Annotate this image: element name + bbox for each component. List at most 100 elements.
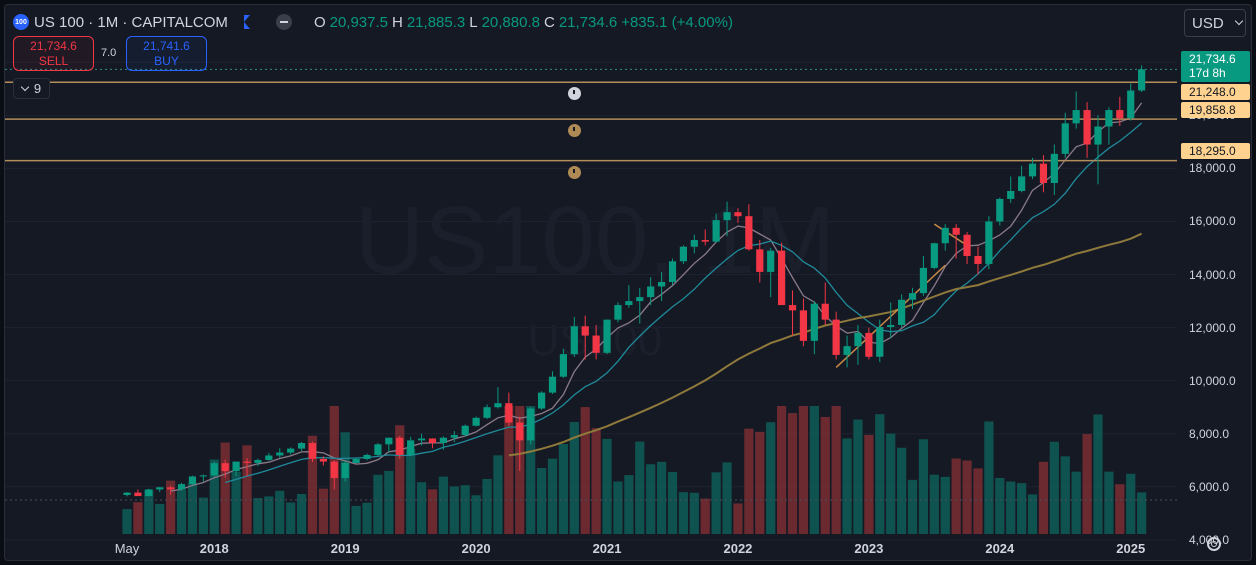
volume-bar bbox=[951, 458, 961, 534]
candle-body bbox=[636, 297, 644, 302]
gear-icon[interactable] bbox=[1207, 537, 1221, 551]
candle-body bbox=[745, 216, 753, 250]
candle-body bbox=[265, 455, 273, 460]
level-tag[interactable]: 19,858.8 bbox=[1181, 102, 1250, 118]
candle-body bbox=[756, 249, 764, 272]
volume-bar bbox=[340, 432, 350, 534]
volume-bar bbox=[253, 498, 263, 534]
candle-body bbox=[287, 448, 295, 453]
candle-body bbox=[363, 454, 371, 459]
candle-body bbox=[876, 327, 884, 357]
volume-bar bbox=[831, 406, 841, 534]
ma-long-line bbox=[508, 232, 1143, 457]
volume-bar bbox=[133, 502, 143, 534]
candle-body bbox=[581, 326, 589, 336]
symbol-badge-icon: 100 bbox=[13, 14, 29, 30]
low-key: L bbox=[469, 13, 478, 31]
volume-bar bbox=[384, 470, 394, 534]
candle-body bbox=[1094, 126, 1102, 145]
candle-body bbox=[614, 305, 622, 320]
volume-bar bbox=[962, 460, 972, 534]
time-tick-label: 2024 bbox=[985, 541, 1015, 556]
ohlc-values: O 20,937.5 H 21,885.3 L 20,880.8 C 21,734.6 … bbox=[314, 14, 733, 31]
price-tick-label: 6,000.0 bbox=[1189, 479, 1230, 494]
candle-body bbox=[407, 440, 415, 455]
chart-canvas[interactable]: US100, 1MUS100 bbox=[5, 5, 1252, 561]
alarm-clock-icon[interactable] bbox=[568, 166, 581, 179]
candle-body bbox=[145, 489, 153, 497]
volume-bar bbox=[929, 474, 939, 534]
last-price-tag: 21,734.6 17d 8h bbox=[1181, 51, 1250, 82]
volume-bar bbox=[416, 482, 427, 534]
volume-bar bbox=[635, 441, 645, 534]
volume-bar bbox=[624, 475, 634, 534]
volume-bar bbox=[307, 435, 318, 534]
symbol-title[interactable]: US 100 · 1M · CAPITALCOM bbox=[34, 13, 228, 31]
indicators-toggle[interactable]: 9 bbox=[13, 78, 50, 99]
candle-body bbox=[821, 303, 829, 320]
candle-body bbox=[232, 461, 240, 472]
volume-bar bbox=[678, 492, 689, 534]
candle-body bbox=[723, 212, 731, 221]
collapse-icon[interactable] bbox=[275, 14, 292, 30]
volume-bar bbox=[351, 505, 361, 534]
level-tag[interactable]: 18,295.0 bbox=[1181, 143, 1250, 159]
buy-button[interactable]: 21,741.6 BUY bbox=[126, 36, 207, 71]
candle-body bbox=[461, 425, 469, 436]
volume-bar bbox=[809, 406, 819, 534]
candle-body bbox=[428, 438, 437, 444]
candle-body bbox=[734, 212, 742, 217]
candle-body bbox=[243, 461, 251, 463]
currency-select[interactable]: USD bbox=[1184, 9, 1246, 37]
candle-body bbox=[1083, 110, 1091, 145]
volume-bar bbox=[482, 479, 492, 534]
level-tag[interactable]: 21,248.0 bbox=[1181, 84, 1250, 100]
volume-bar bbox=[886, 433, 896, 534]
candle-body bbox=[134, 492, 142, 497]
candle-body bbox=[308, 443, 317, 459]
volume-bar bbox=[646, 464, 656, 534]
ma-short-line bbox=[170, 102, 1143, 492]
alarm-clock-icon[interactable] bbox=[568, 87, 581, 100]
candle-body bbox=[396, 437, 404, 455]
time-tick-label: May bbox=[114, 541, 140, 556]
price-tick-label: 16,000.0 bbox=[1189, 214, 1236, 229]
candle-body bbox=[417, 438, 426, 441]
volume-bar bbox=[406, 449, 416, 534]
volume-bar bbox=[918, 439, 929, 534]
time-tick-label: 2020 bbox=[461, 541, 491, 556]
volume-bar bbox=[264, 496, 274, 534]
watermark-text: US100, 1M bbox=[355, 187, 835, 294]
volume-bar bbox=[471, 495, 481, 534]
volume-bar bbox=[1115, 484, 1125, 534]
volume-bar bbox=[493, 455, 503, 534]
candle-body bbox=[123, 492, 131, 496]
volume-bar bbox=[766, 422, 776, 534]
chart-frame: US100, 1MUS100 100 US 100 · 1M · CAPITAL… bbox=[4, 4, 1252, 561]
time-tick-label: 2023 bbox=[854, 541, 884, 556]
flag-icon[interactable] bbox=[243, 15, 250, 29]
volume-bar bbox=[1137, 492, 1147, 534]
volume-bar bbox=[787, 413, 798, 534]
candle-body bbox=[679, 246, 688, 262]
volume-bar bbox=[1082, 434, 1092, 534]
volume-bar bbox=[1126, 473, 1136, 534]
volume-bar bbox=[242, 445, 252, 534]
volume-bar bbox=[198, 497, 208, 534]
volume-bar bbox=[940, 476, 950, 534]
ma-mid-line bbox=[225, 122, 1143, 484]
volume-bar bbox=[591, 428, 601, 534]
volume-bar bbox=[995, 477, 1005, 534]
volume-bar bbox=[842, 438, 852, 534]
candle-body bbox=[898, 299, 906, 325]
sell-button[interactable]: 21,734.6 SELL bbox=[13, 36, 94, 71]
buy-label: BUY bbox=[154, 53, 179, 68]
volume-bar bbox=[504, 406, 514, 534]
candle-body bbox=[963, 234, 971, 256]
alarm-clock-icon[interactable] bbox=[568, 124, 581, 137]
price-tick-label: 12,000.0 bbox=[1189, 320, 1236, 335]
candle-body bbox=[1116, 110, 1124, 119]
candle-body bbox=[330, 461, 338, 479]
open-key: O bbox=[313, 13, 326, 31]
candle-body bbox=[505, 403, 513, 423]
